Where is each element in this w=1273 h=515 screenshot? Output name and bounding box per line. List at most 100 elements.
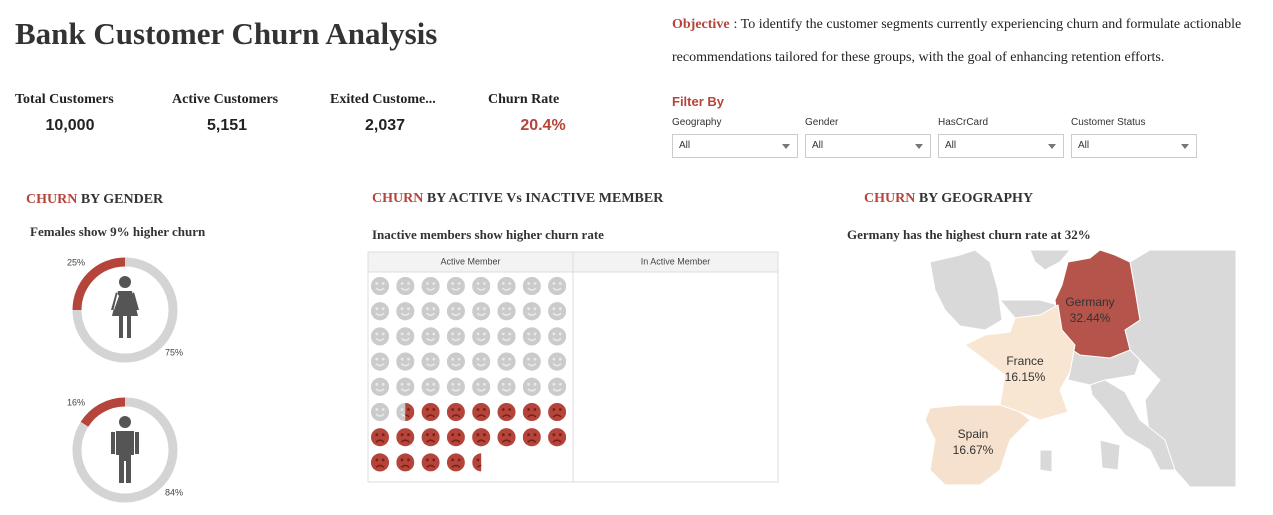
icon-eye bbox=[501, 382, 505, 386]
icon-mouth bbox=[426, 287, 436, 291]
icon-eye bbox=[558, 433, 562, 437]
icon-eye bbox=[552, 408, 556, 411]
icon-eye bbox=[533, 307, 537, 311]
icon-face bbox=[371, 377, 389, 396]
waffle-icon bbox=[446, 428, 465, 447]
section-subtitle: Germany has the highest churn rate at 32… bbox=[847, 227, 1091, 242]
icon-eye bbox=[501, 282, 505, 285]
icon-mouth bbox=[476, 312, 486, 316]
icon-eye bbox=[426, 408, 429, 411]
icon-face bbox=[472, 302, 491, 321]
icon-eye bbox=[508, 307, 512, 311]
panel-label: Active Member bbox=[440, 256, 500, 266]
icon-mouth bbox=[476, 414, 486, 418]
icon-eye bbox=[432, 408, 436, 411]
waffle-icon bbox=[405, 403, 415, 421]
icon-eye bbox=[407, 332, 410, 336]
section-title: CHURN BY GEOGRAPHY bbox=[864, 191, 1033, 206]
kpi-label: Exited Custome... bbox=[330, 92, 436, 107]
waffle-icon bbox=[446, 302, 465, 321]
icon-eye bbox=[381, 382, 385, 386]
icon-face bbox=[446, 453, 465, 472]
icon-eye bbox=[527, 433, 530, 437]
icon-face bbox=[371, 453, 389, 472]
person-head bbox=[119, 416, 131, 428]
icon-eye bbox=[527, 357, 530, 361]
icon-eye bbox=[483, 408, 486, 411]
icon-eye bbox=[457, 433, 461, 437]
icon-eye bbox=[533, 282, 537, 285]
icon-mouth bbox=[552, 414, 562, 418]
icon-face bbox=[472, 428, 491, 447]
waffle-icon bbox=[472, 453, 482, 472]
waffle-icon bbox=[472, 327, 491, 346]
icon-face bbox=[371, 352, 389, 371]
filter-label: Gender bbox=[805, 117, 839, 128]
icon-eye bbox=[451, 408, 455, 411]
waffle-icon bbox=[497, 377, 516, 396]
filter-label: Customer Status bbox=[1071, 117, 1146, 128]
filter-dropdown[interactable]: All bbox=[938, 134, 1064, 158]
icon-eye bbox=[426, 332, 429, 336]
icon-mouth bbox=[400, 312, 410, 316]
map-land bbox=[929, 250, 1003, 331]
waffle-icon bbox=[396, 377, 415, 396]
icon-face bbox=[497, 327, 516, 346]
icon-mouth bbox=[501, 337, 512, 342]
waffle-icon bbox=[446, 453, 465, 472]
filter-dropdown[interactable]: All bbox=[1071, 134, 1197, 158]
filter-dropdown[interactable]: All bbox=[805, 134, 931, 158]
icon-eye bbox=[400, 307, 404, 311]
icon-face bbox=[522, 352, 541, 371]
icon-mouth bbox=[552, 312, 562, 316]
objective: Objective: To identify the customer segm… bbox=[672, 8, 1270, 74]
icon-face bbox=[396, 428, 415, 447]
icon-eye bbox=[375, 458, 379, 462]
icon-mouth bbox=[426, 363, 436, 367]
kpi-value: 5,151 bbox=[206, 117, 248, 134]
icon-mouth bbox=[400, 363, 410, 367]
kpi-value: 2,037 bbox=[364, 117, 406, 134]
icon-mouth bbox=[527, 388, 537, 392]
icon-face bbox=[421, 428, 440, 447]
icon-mouth bbox=[426, 414, 436, 418]
icon-mouth bbox=[426, 312, 436, 316]
waffle-icon bbox=[371, 277, 389, 295]
objective-label: Objective bbox=[672, 17, 730, 32]
donut-label: 16% bbox=[67, 397, 85, 407]
waffle-icon bbox=[522, 277, 541, 295]
icon-face bbox=[396, 352, 415, 371]
icon-mouth bbox=[552, 388, 562, 392]
icon-eye bbox=[375, 382, 379, 386]
icon-face bbox=[396, 453, 415, 472]
icon-eye bbox=[476, 357, 480, 361]
icon-eye bbox=[400, 282, 404, 285]
icon-eye bbox=[558, 332, 562, 336]
waffle-icon bbox=[421, 428, 440, 447]
donut-segment bbox=[72, 397, 178, 503]
donut-segment bbox=[72, 257, 178, 363]
icon-face bbox=[548, 302, 567, 321]
icon-eye bbox=[508, 382, 512, 386]
section-subtitle: Inactive members show higher churn rate bbox=[372, 227, 604, 242]
icon-mouth bbox=[451, 464, 461, 468]
icon-eye bbox=[400, 433, 404, 437]
icon-eye bbox=[558, 282, 562, 285]
icon-mouth bbox=[426, 337, 436, 342]
donut-label: 25% bbox=[67, 257, 85, 267]
map-region bbox=[924, 404, 1031, 486]
waffle-icon bbox=[548, 403, 567, 421]
icon-mouth bbox=[426, 388, 436, 392]
icon-eye bbox=[451, 458, 455, 462]
icon-mouth bbox=[501, 312, 512, 316]
icon-eye bbox=[552, 332, 556, 336]
icon-face bbox=[446, 277, 465, 295]
kpi-label: Churn Rate bbox=[488, 92, 560, 107]
icon-eye bbox=[432, 332, 436, 336]
section-title: CHURN BY GENDER bbox=[26, 192, 164, 207]
filter-dropdown[interactable]: All bbox=[672, 134, 798, 158]
icon-face bbox=[548, 352, 567, 371]
icon-face bbox=[396, 377, 415, 396]
map-land bbox=[1089, 379, 1176, 471]
icon-eye bbox=[501, 357, 505, 361]
